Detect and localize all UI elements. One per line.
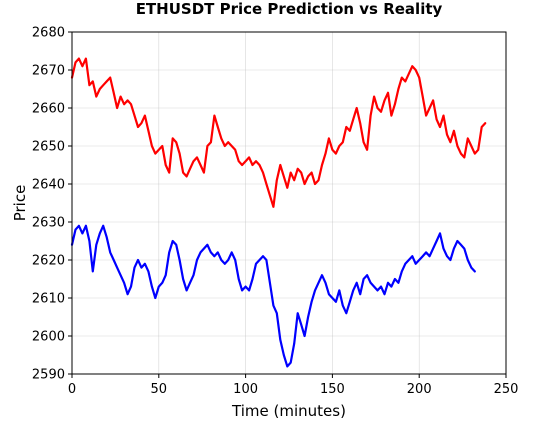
grid: [72, 32, 506, 374]
y-tick-label: 2650: [32, 140, 65, 155]
x-tick-label: 50: [151, 382, 168, 397]
axis-ticks: 0 50 100 150 200 250 2590 2600 2610 2620 2630 2640 2…: [32, 26, 519, 398]
y-axis-label: Price: [11, 185, 29, 222]
x-tick-label: 200: [407, 382, 432, 397]
y-tick-label: 2630: [32, 216, 65, 231]
prediction-series-line: [72, 59, 485, 207]
reality-series-line: [72, 226, 475, 367]
y-tick-label: 2680: [32, 26, 65, 41]
y-tick-label: 2590: [32, 368, 65, 383]
x-tick-label: 100: [233, 382, 258, 397]
series-layer: [72, 59, 485, 367]
chart-title: ETHUSDT Price Prediction vs Reality: [136, 0, 443, 18]
x-tick-label: 150: [320, 382, 345, 397]
y-tick-label: 2640: [32, 178, 65, 193]
y-tick-label: 2670: [32, 64, 65, 79]
x-axis-label: Time (minutes): [231, 402, 346, 420]
y-tick-label: 2660: [32, 102, 65, 117]
y-tick-label: 2610: [32, 292, 65, 307]
plot-frame: [72, 32, 506, 374]
x-tick-label: 0: [68, 382, 76, 397]
y-tick-label: 2620: [32, 254, 65, 269]
y-tick-label: 2600: [32, 330, 65, 345]
x-tick-label: 250: [494, 382, 519, 397]
